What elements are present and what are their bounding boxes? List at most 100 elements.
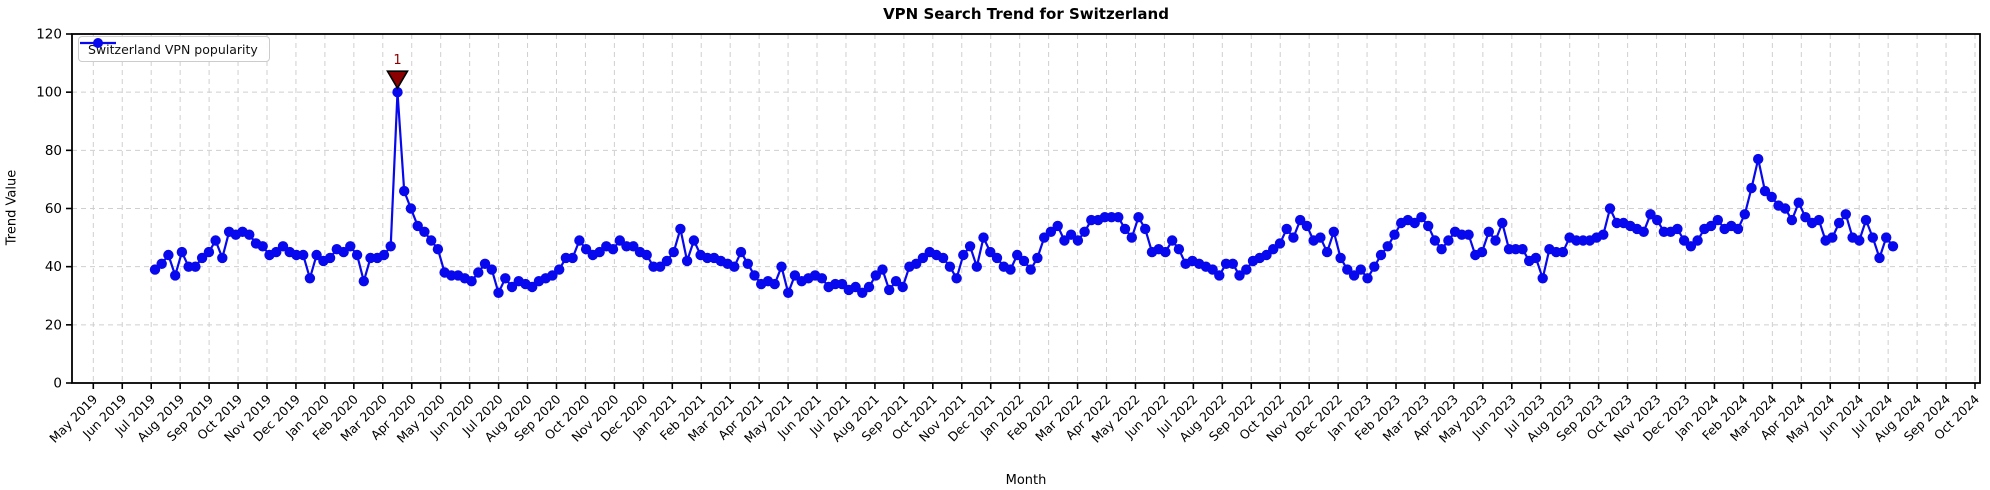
data-point: [1113, 212, 1124, 223]
y-tick-label: 100: [36, 85, 62, 101]
data-point: [547, 270, 558, 281]
data-point: [1497, 217, 1508, 229]
data-point: [661, 255, 673, 267]
data-point: [729, 261, 740, 272]
data-point: [1214, 270, 1225, 281]
data-point: [1746, 182, 1757, 194]
data-point: [1557, 246, 1569, 258]
data-point: [614, 235, 625, 246]
data-point: [244, 229, 255, 240]
data-point: [1288, 232, 1299, 243]
legend: Switzerland VPN popularity: [78, 36, 270, 62]
data-point: [1234, 270, 1245, 281]
data-point: [1685, 241, 1697, 252]
data-point: [1342, 264, 1353, 275]
data-point: [1530, 252, 1542, 264]
data-point: [479, 258, 491, 269]
data-point: [1739, 209, 1751, 220]
data-point: [1833, 217, 1845, 229]
y-tick-label: 80: [45, 143, 62, 159]
y-tick-label: 20: [45, 317, 62, 333]
data-point: [1133, 212, 1144, 223]
data-point: [641, 249, 652, 261]
data-point: [1638, 226, 1649, 237]
data-point: [937, 252, 949, 264]
data-point: [1672, 223, 1683, 235]
data-point: [1645, 209, 1656, 220]
data-point: [1389, 229, 1400, 240]
data-point: [405, 203, 417, 214]
data-point: [1786, 214, 1798, 226]
data-point: [419, 226, 430, 237]
data-point: [217, 252, 228, 264]
data-point: [816, 273, 828, 284]
data-point: [1854, 235, 1865, 246]
data-point: [392, 87, 403, 98]
data-point: [628, 241, 639, 252]
data-point: [473, 267, 484, 278]
data-point: [304, 273, 316, 284]
data-point: [1705, 220, 1717, 232]
data-point: [554, 264, 565, 275]
data-point: [1167, 235, 1178, 246]
data-point: [1173, 244, 1185, 255]
y-tick-label: 120: [36, 27, 62, 43]
data-point: [1436, 244, 1447, 255]
gridlines: [72, 33, 1980, 384]
legend-line-sample-icon: [80, 38, 116, 48]
data-point: [897, 281, 908, 293]
data-point: [1362, 273, 1373, 284]
data-point: [836, 278, 848, 290]
data-point: [1463, 229, 1474, 240]
data-point: [1766, 191, 1777, 203]
data-point: [1537, 273, 1548, 284]
data-point: [399, 185, 410, 197]
data-point: [1753, 153, 1764, 165]
data-point: [324, 252, 336, 264]
x-axis-label: Month: [1005, 473, 1047, 488]
data-point: [776, 261, 787, 272]
data-point: [277, 241, 289, 252]
data-point: [1281, 223, 1292, 235]
data-point: [1416, 212, 1427, 223]
data-point: [1059, 235, 1070, 246]
data-point: [1018, 255, 1030, 267]
data-point: [1443, 235, 1454, 246]
data-point: [311, 249, 322, 261]
data-point: [527, 281, 538, 293]
data-point: [1476, 246, 1488, 258]
data-point: [1005, 264, 1016, 275]
data-point: [466, 276, 477, 287]
data-point: [1012, 249, 1023, 261]
data-point: [655, 261, 666, 272]
data-point: [1887, 241, 1899, 252]
data-point: [1423, 220, 1434, 232]
data-point: [378, 249, 390, 261]
data-point: [985, 246, 996, 258]
data-point: [1126, 232, 1138, 243]
data-point: [1039, 232, 1050, 243]
data-point: [1261, 249, 1272, 261]
data-point: [1207, 264, 1218, 275]
y-tick-label: 60: [45, 201, 62, 217]
data-point: [1732, 223, 1744, 235]
data-point: [863, 281, 875, 293]
data-point: [1598, 229, 1609, 240]
data-point: [1490, 235, 1501, 246]
annotation-label: 1: [393, 53, 401, 68]
data-point: [978, 232, 989, 243]
data-point: [176, 246, 188, 258]
data-point: [1335, 252, 1346, 264]
data-point: [156, 258, 167, 269]
data-point: [1483, 226, 1495, 237]
data-point: [594, 246, 605, 258]
data-point: [1321, 246, 1333, 258]
data-point: [1140, 223, 1151, 235]
data-point: [149, 264, 161, 275]
data-point: [1315, 232, 1326, 243]
data-point: [1780, 203, 1791, 214]
data-point: [358, 276, 369, 287]
data-point: [668, 246, 679, 258]
data-point: [1827, 232, 1838, 243]
data-point: [964, 241, 976, 252]
